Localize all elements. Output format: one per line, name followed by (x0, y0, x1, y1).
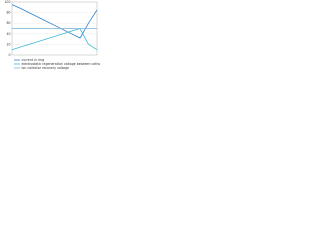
y-tick-label: 0 (8, 53, 10, 57)
chart: 0 20 40 60 80 100 current in ringelectrostatic… (4, 0, 101, 70)
legend-label: ion collector recovery voltage (22, 66, 69, 70)
legend-label: current in ring (22, 58, 45, 62)
y-tick-label: 40 (6, 32, 10, 36)
y-tick-label: 80 (6, 11, 10, 15)
series-line (11, 28, 98, 51)
y-tick-label: 60 (6, 21, 10, 25)
legend-label: electrostatic regeneration voltage betwe… (22, 62, 101, 66)
y-tick-label: 100 (4, 0, 10, 4)
y-tick-label: 20 (6, 42, 10, 46)
